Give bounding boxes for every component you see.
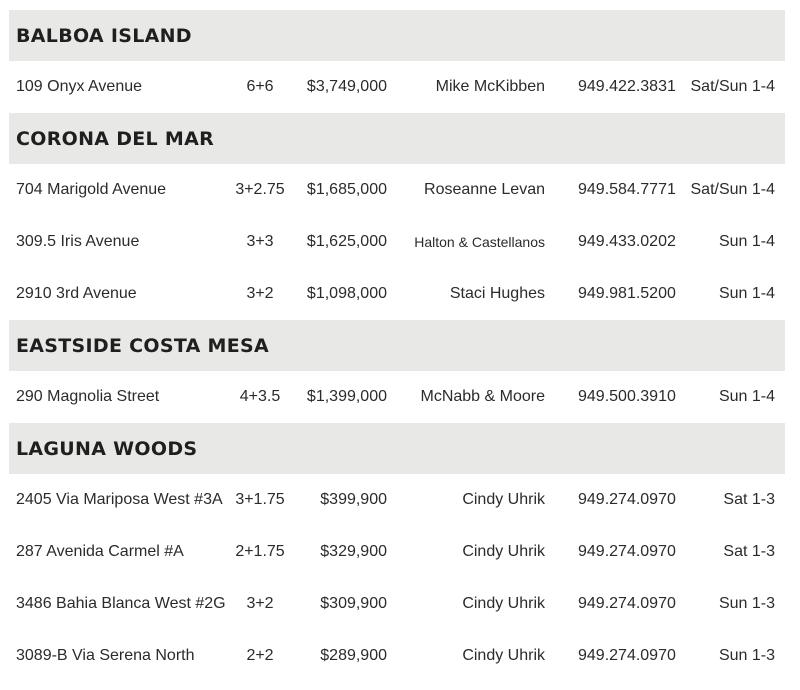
listing-phone: 949.274.0970 bbox=[578, 647, 676, 664]
listing-row: 109 Onyx Avenue 6+6 $3,749,000 Mike McKi… bbox=[9, 61, 785, 113]
listing-agent: Mike McKibben bbox=[435, 78, 545, 95]
listing-open-house-time: Sat 1-3 bbox=[723, 543, 775, 560]
listing-row: 2910 3rd Avenue 3+2 $1,098,000 Staci Hug… bbox=[9, 268, 785, 320]
section-corona-del-mar: CORONA DEL MAR 704 Marigold Avenue 3+2.7… bbox=[9, 113, 785, 320]
section-laguna-woods: LAGUNA WOODS 2405 Via Mariposa West #3A … bbox=[9, 423, 785, 682]
listing-open-house-time: Sat/Sun 1-4 bbox=[690, 78, 776, 95]
section-header: BALBOA ISLAND bbox=[9, 10, 785, 61]
listing-price: $1,098,000 bbox=[306, 285, 387, 302]
listing-open-house-time: Sun 1-4 bbox=[718, 233, 775, 250]
listing-price: $399,900 bbox=[320, 491, 387, 508]
listing-agent: Cindy Uhrik bbox=[462, 543, 545, 560]
section-header: CORONA DEL MAR bbox=[9, 113, 785, 164]
listing-phone: 949.584.7771 bbox=[578, 181, 676, 198]
listing-row: 2405 Via Mariposa West #3A 3+1.75 $399,9… bbox=[9, 474, 785, 526]
section-title: EASTSIDE COSTA MESA bbox=[16, 334, 270, 357]
listing-row: 704 Marigold Avenue 3+2.75 $1,685,000 Ro… bbox=[9, 164, 785, 216]
listing-agent: Cindy Uhrik bbox=[462, 491, 545, 508]
section-header: LAGUNA WOODS bbox=[9, 423, 785, 474]
listing-address: 2405 Via Mariposa West #3A bbox=[16, 491, 223, 508]
beds-baths-value: 6+6 bbox=[246, 78, 274, 95]
listing-price: $3,749,000 bbox=[306, 78, 387, 95]
section-title: CORONA DEL MAR bbox=[16, 127, 215, 150]
beds-baths-value: 2+1.75 bbox=[235, 543, 285, 560]
listing-open-house-time: Sat 1-3 bbox=[723, 491, 775, 508]
beds-baths-value: 3+2 bbox=[246, 285, 274, 302]
listing-open-house-time: Sun 1-4 bbox=[718, 388, 775, 405]
listing-phone: 949.274.0970 bbox=[578, 491, 676, 508]
listing-open-house-time: Sun 1-3 bbox=[718, 595, 775, 612]
listing-address: 287 Avenida Carmel #A bbox=[16, 543, 184, 560]
listing-agent: Halton & Castellanos bbox=[414, 234, 545, 250]
listing-phone: 949.422.3831 bbox=[578, 78, 676, 95]
listing-price: $1,399,000 bbox=[306, 388, 387, 405]
listing-phone: 949.500.3910 bbox=[578, 388, 676, 405]
listing-row: 309.5 Iris Avenue 3+3 $1,625,000 Halton … bbox=[9, 216, 785, 268]
listing-address: 290 Magnolia Street bbox=[16, 388, 160, 405]
listing-row: 287 Avenida Carmel #A 2+1.75 $329,900 Ci… bbox=[9, 526, 785, 578]
listing-row: 3486 Bahia Blanca West #2G 3+2 $309,900 … bbox=[9, 578, 785, 630]
listing-row: 3089-B Via Serena North 2+2 $289,900 Cin… bbox=[9, 630, 785, 682]
listing-address: 3089-B Via Serena North bbox=[16, 647, 195, 664]
beds-baths-value: 4+3.5 bbox=[239, 388, 281, 405]
open-house-table: BALBOA ISLAND 109 Onyx Avenue 6+6 $3,749… bbox=[9, 10, 785, 682]
section-title: BALBOA ISLAND bbox=[16, 24, 192, 47]
beds-baths-value: 3+3 bbox=[246, 233, 274, 250]
listing-phone: 949.981.5200 bbox=[578, 285, 676, 302]
listing-price: $329,900 bbox=[320, 543, 387, 560]
section-header: EASTSIDE COSTA MESA bbox=[9, 320, 785, 371]
listing-agent: Cindy Uhrik bbox=[462, 595, 545, 612]
section-balboa-island: BALBOA ISLAND 109 Onyx Avenue 6+6 $3,749… bbox=[9, 10, 785, 113]
listing-agent: Staci Hughes bbox=[449, 285, 545, 302]
section-title: LAGUNA WOODS bbox=[16, 437, 198, 460]
listing-agent: Cindy Uhrik bbox=[462, 647, 545, 664]
beds-baths-value: 2+2 bbox=[246, 647, 274, 664]
listing-open-house-time: Sat/Sun 1-4 bbox=[690, 181, 776, 198]
listing-address: 704 Marigold Avenue bbox=[16, 181, 167, 198]
listing-price: $1,685,000 bbox=[306, 181, 387, 198]
listing-price: $289,900 bbox=[320, 647, 387, 664]
listing-address: 3486 Bahia Blanca West #2G bbox=[16, 595, 226, 612]
beds-baths-value: 3+2 bbox=[246, 595, 274, 612]
listing-phone: 949.274.0970 bbox=[578, 543, 676, 560]
listing-price: $309,900 bbox=[320, 595, 387, 612]
beds-baths-value: 3+1.75 bbox=[235, 491, 285, 508]
listing-row: 290 Magnolia Street 4+3.5 $1,399,000 McN… bbox=[9, 371, 785, 423]
listing-address: 109 Onyx Avenue bbox=[16, 78, 143, 95]
listing-price: $1,625,000 bbox=[306, 233, 387, 250]
listing-agent: McNabb & Moore bbox=[420, 388, 546, 405]
listing-open-house-time: Sun 1-4 bbox=[718, 285, 775, 302]
listing-open-house-time: Sun 1-3 bbox=[718, 647, 775, 664]
listing-phone: 949.274.0970 bbox=[578, 595, 676, 612]
listing-address: 2910 3rd Avenue bbox=[16, 285, 137, 302]
listing-address: 309.5 Iris Avenue bbox=[16, 233, 140, 250]
listing-phone: 949.433.0202 bbox=[578, 233, 676, 250]
listing-agent: Roseanne Levan bbox=[424, 181, 545, 198]
beds-baths-value: 3+2.75 bbox=[235, 181, 285, 198]
section-eastside-costa-mesa: EASTSIDE COSTA MESA 290 Magnolia Street … bbox=[9, 320, 785, 423]
